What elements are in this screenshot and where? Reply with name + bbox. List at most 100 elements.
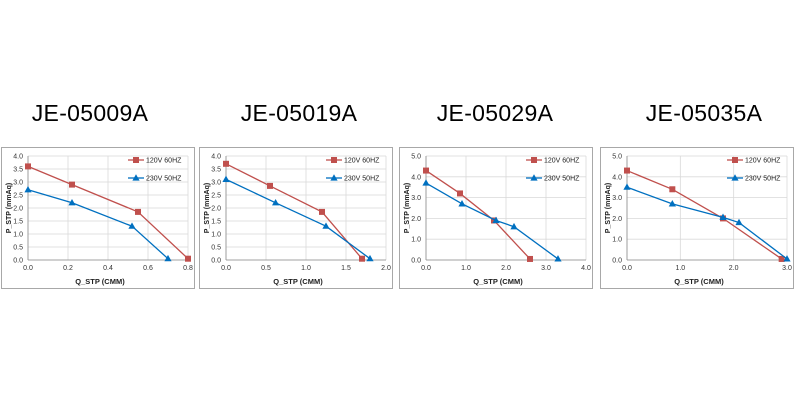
- data-point: [185, 255, 191, 262]
- y-axis-title: P_STP (mmAq): [404, 183, 411, 233]
- x-tick-label: 0.0: [421, 265, 431, 272]
- data-point: [223, 160, 229, 167]
- legend-label: 230V 50HZ: [344, 176, 380, 183]
- chart-panel-2: 0.0 0.5 1.0 1.5 2.0 2.5 3.0 3.5 4.0 0.0 0.5 1.0 1.5 2…: [199, 147, 393, 289]
- series-1: [223, 160, 365, 262]
- data-point: [68, 199, 76, 206]
- series-2: [222, 175, 374, 262]
- y-tick-label: 5.0: [612, 154, 622, 161]
- data-point: [554, 255, 562, 262]
- y-axis-title: P_STP (mmAq): [6, 183, 13, 233]
- y-tick-label: 2.0: [211, 206, 221, 213]
- legend-label: 230V 50HZ: [146, 176, 182, 183]
- series-1: [423, 167, 533, 262]
- x-tick-label: 1.0: [461, 265, 471, 272]
- x-tick-label: 0.6: [143, 265, 153, 272]
- legend-label: 120V 60HZ: [344, 158, 380, 165]
- y-tick-label: 0.0: [211, 258, 221, 265]
- y-tick-label: 3.0: [612, 195, 622, 202]
- chart-panel-3: 0.0 1.0 2.0 3.0 4.0 5.0 0.0 1.0 2.0 3.0 4.0 Q_STP (…: [399, 147, 593, 289]
- x-tick-label: 3.0: [541, 265, 551, 272]
- data-point: [510, 222, 518, 230]
- y-tick-label: 3.0: [13, 180, 23, 187]
- chart-panel-1: 0.0 0.5 1.0 1.5 2.0 2.5 3.0 3.5 4.0 0.0 0.2 0.4 0.6 0…: [1, 147, 195, 289]
- chart-2: 0.0 0.5 1.0 1.5 2.0 2.5 3.0 3.5 4.0 0.0 0.5 1.0 1.5 2…: [204, 154, 391, 287]
- data-point: [222, 175, 230, 182]
- legend-label: 230V 50HZ: [544, 176, 580, 183]
- x-tick-label: 4.0: [581, 265, 591, 272]
- data-point: [778, 255, 785, 262]
- x-tick-label: 3.0: [782, 265, 792, 272]
- data-point: [135, 208, 141, 215]
- series-line: [626, 169, 783, 260]
- chart-3: 0.0 1.0 2.0 3.0 4.0 5.0 0.0 1.0 2.0 3.0 4.0 Q_STP (…: [404, 154, 591, 287]
- legend-marker: [531, 157, 537, 163]
- data-point: [69, 181, 75, 188]
- legend: 120V 60HZ 230V 50HZ: [526, 157, 580, 183]
- x-tick-label: 0.8: [183, 265, 193, 272]
- y-tick-label: 2.0: [612, 216, 622, 223]
- data-point: [359, 255, 365, 262]
- grid: [225, 155, 387, 261]
- legend-marker: [732, 157, 738, 163]
- grid: [27, 155, 189, 261]
- legend-label: 120V 60HZ: [146, 158, 182, 165]
- data-point: [128, 222, 136, 229]
- y-tick-label: 0.5: [13, 245, 23, 252]
- grid: [626, 155, 788, 261]
- data-point: [423, 167, 429, 174]
- series-2: [24, 186, 172, 262]
- y-tick-label: 1.0: [612, 237, 622, 244]
- legend-marker: [330, 174, 338, 181]
- grid: [425, 155, 587, 261]
- y-tick-label: 0.0: [612, 258, 622, 265]
- data-point: [25, 163, 31, 170]
- y-tick-label: 2.5: [13, 193, 23, 200]
- chart-1: 0.0 0.5 1.0 1.5 2.0 2.5 3.0 3.5 4.0 0.0 0.2 0.4 0.6 0…: [6, 154, 193, 287]
- data-point: [322, 222, 330, 229]
- data-point: [624, 167, 630, 174]
- y-axis-title: P_STP (mmAq): [605, 183, 612, 233]
- chart-title-4: JE-05035A: [645, 100, 763, 126]
- x-tick-label: 2.0: [729, 265, 739, 272]
- y-tick-label: 4.0: [612, 174, 622, 181]
- series-line: [225, 178, 371, 260]
- data-point: [735, 218, 743, 226]
- x-axis-title: Q_STP (CMM): [75, 277, 125, 286]
- y-tick-label: 2.5: [211, 193, 221, 200]
- data-point: [457, 190, 463, 197]
- legend-marker: [530, 174, 538, 181]
- x-tick-label: 2.0: [381, 265, 391, 272]
- legend-label: 120V 60HZ: [544, 158, 580, 165]
- x-tick-label: 0.0: [23, 265, 33, 272]
- data-point: [527, 255, 533, 262]
- y-tick-label: 0.5: [211, 245, 221, 252]
- y-tick-label: 1.0: [411, 237, 421, 244]
- y-tick-label: 0.0: [13, 258, 23, 265]
- series-line: [27, 165, 189, 260]
- y-tick-label: 3.0: [411, 195, 421, 202]
- legend: 120V 60HZ 230V 50HZ: [128, 157, 182, 183]
- y-tick-label: 0.0: [411, 258, 421, 265]
- y-tick-label: 1.5: [13, 219, 23, 226]
- data-point: [783, 255, 791, 262]
- y-tick-label: 5.0: [411, 154, 421, 161]
- series-2: [422, 179, 562, 262]
- data-point: [458, 200, 466, 207]
- series-line: [27, 189, 169, 260]
- x-tick-label: 1.5: [341, 265, 351, 272]
- y-tick-label: 3.0: [211, 180, 221, 187]
- series-2: [623, 183, 791, 262]
- y-tick-label: 2.0: [13, 206, 23, 213]
- data-point: [492, 216, 500, 224]
- y-tick-label: 2.0: [411, 216, 421, 223]
- legend: 120V 60HZ 230V 50HZ: [727, 157, 781, 183]
- x-tick-label: 1.0: [675, 265, 685, 272]
- data-point: [668, 200, 676, 207]
- series-1: [25, 163, 191, 262]
- x-tick-label: 2.0: [501, 265, 511, 272]
- chart-panel-4: 0.0 1.0 2.0 3.0 4.0 5.0 0.0 1.0 2.0 3.0 Q_STP (CMM…: [600, 147, 794, 289]
- data-point: [24, 186, 32, 193]
- chart-4: 0.0 1.0 2.0 3.0 4.0 5.0 0.0 1.0 2.0 3.0 Q_STP (CMM…: [605, 154, 792, 287]
- y-tick-label: 3.5: [13, 167, 23, 174]
